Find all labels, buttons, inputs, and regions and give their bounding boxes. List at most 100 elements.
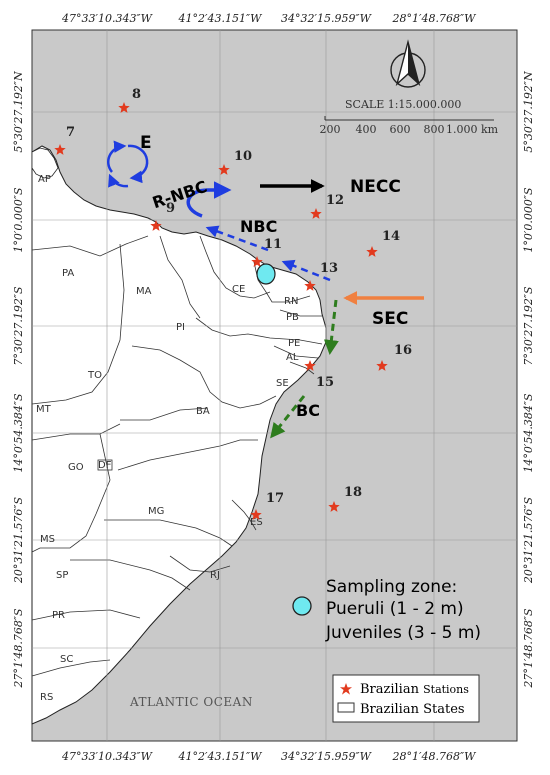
map-legend: Brazilian Stations Brazilian States [332, 674, 480, 723]
state-se: SE [276, 378, 289, 389]
state-ba: BA [196, 406, 210, 417]
grat-left-5: 20°31′21.576″S [12, 496, 25, 584]
grat-left-4: 14°0′54.384″S [12, 393, 25, 473]
map-legend-box [332, 674, 480, 723]
current-label-sec: SEC [372, 309, 408, 329]
sampling-legend-marker [292, 596, 312, 616]
state-rn: RN [284, 296, 298, 307]
state-pb: PB [286, 312, 299, 323]
station-marker-17 [250, 509, 262, 520]
station-markers: 7 8 9 10 11 12 13 14 15 16 17 18 [54, 87, 412, 520]
grat-top-3: 34°32′15.959″W [281, 12, 373, 25]
scale-tick-600: 600 [390, 123, 411, 136]
state-es: ES [250, 517, 263, 528]
station-label-9: 9 [166, 201, 175, 216]
grat-left-2: 1°0′0.000″S [12, 187, 25, 253]
grat-right-2: 1°0′0.000″S [522, 187, 535, 253]
scale-tick-200: 200 [320, 123, 341, 136]
current-nbc-arrow [205, 225, 269, 252]
station-marker-18 [328, 501, 340, 512]
grat-right-4: 14°0′54.384″S [522, 393, 535, 473]
grat-top-2: 41°2′43.151″W [178, 12, 264, 25]
station-label-8: 8 [132, 87, 141, 102]
scale-tick-400: 400 [356, 123, 377, 136]
station-label-15: 15 [316, 375, 334, 390]
ocean-label: ATLANTIC OCEAN [129, 695, 253, 709]
grat-left-3: 7°30′27.192″S [12, 286, 25, 366]
sampling-legend: Sampling zone: Pueruli (1 - 2 m) Juvenil… [292, 577, 481, 643]
current-label-nbc: NBC [240, 217, 277, 236]
current-label-necc: NECC [350, 177, 401, 197]
state-ce: CE [232, 284, 245, 295]
station-label-13: 13 [320, 261, 338, 276]
sampling-zone-marker [256, 263, 276, 285]
grat-right-1: 5°30′27.192″N [522, 71, 535, 153]
state-sc: SC [60, 654, 73, 665]
station-label-14: 14 [382, 229, 400, 244]
state-swatch-icon [337, 702, 355, 713]
sampling-legend-pueruli: Pueruli (1 - 2 m) [326, 599, 464, 619]
station-label-16: 16 [394, 343, 412, 358]
station-marker-13 [304, 280, 316, 291]
station-label-10: 10 [234, 149, 252, 164]
grat-top-1: 47°33′10.343″W [61, 12, 154, 25]
grat-right-3: 7°30′27.192″S [522, 286, 535, 366]
state-rj: RJ [210, 570, 220, 581]
station-marker-11 [251, 256, 263, 267]
graticule-left-labels: 5°30′27.192″N 1°0′0.000″S 7°30′27.192″S … [12, 71, 25, 689]
state-pe: PE [288, 338, 300, 349]
state-labels: AP PA MA CE RN PB PI PE AL SE TO BA MT G… [36, 174, 300, 703]
current-nbc-arrow-2 [281, 259, 331, 282]
station-label-18: 18 [344, 485, 362, 500]
current-label-bc: BC [296, 401, 320, 420]
current-bc-arrow-upper [323, 299, 339, 355]
grat-top-4: 28°1′48.768″W [392, 12, 478, 25]
state-ma: MA [136, 286, 152, 297]
state-sp: SP [56, 570, 68, 581]
grat-bottom-4: 28°1′48.768″W [392, 750, 478, 763]
state-to: TO [87, 370, 102, 381]
state-al: AL [286, 352, 299, 363]
state-ap: AP [38, 174, 51, 185]
station-marker-16 [376, 360, 388, 371]
grat-bottom-1: 47°33′10.343″W [61, 750, 154, 763]
graticule-top-labels: 47°33′10.343″W 41°2′43.151″W 34°32′15.95… [61, 12, 477, 25]
sampling-legend-title: Sampling zone: [326, 577, 457, 597]
scale-bar: SCALE 1:15.000.000 200 400 600 800 1.000… [320, 98, 499, 136]
scale-tick-800: 800 [424, 123, 445, 136]
station-marker-8 [118, 102, 130, 113]
graticule-right-labels: 5°30′27.192″N 1°0′0.000″S 7°30′27.192″S … [522, 71, 535, 689]
station-marker-15 [304, 360, 316, 371]
state-pa: PA [62, 268, 74, 279]
grat-right-6: 27°1′48.768″S [522, 608, 535, 689]
legend-states-text: Brazilian States [360, 702, 465, 717]
current-label-e: E [140, 133, 152, 153]
state-pr: PR [52, 610, 65, 621]
grat-bottom-2: 41°2′43.151″W [178, 750, 264, 763]
legend-stations-text: Brazilian Stations [360, 682, 469, 697]
state-go: GO [68, 462, 84, 473]
state-mt: MT [36, 404, 52, 415]
grat-left-6: 27°1′48.768″S [12, 608, 25, 689]
grat-left-1: 5°30′27.192″N [12, 71, 25, 153]
current-e-eddy [107, 140, 149, 188]
state-mg: MG [148, 506, 164, 517]
station-marker-10 [218, 164, 230, 175]
station-label-12: 12 [326, 193, 344, 208]
station-star-icon [340, 683, 352, 695]
station-label-17: 17 [266, 491, 284, 506]
current-bc-arrow-lower [270, 395, 306, 439]
legend-stations-prefix: Brazilian [360, 682, 420, 697]
state-pi: PI [176, 322, 185, 333]
scale-title: SCALE 1:15.000.000 [345, 98, 461, 111]
state-df: DF [98, 460, 112, 471]
station-label-7: 7 [66, 125, 75, 140]
station-label-11: 11 [264, 237, 282, 252]
station-marker-12 [310, 208, 322, 219]
state-borders [31, 235, 323, 677]
station-marker-14 [366, 246, 378, 257]
north-arrow-icon [390, 39, 426, 88]
land-mass [31, 145, 327, 725]
legend-stations-suffix: Stations [423, 683, 469, 696]
